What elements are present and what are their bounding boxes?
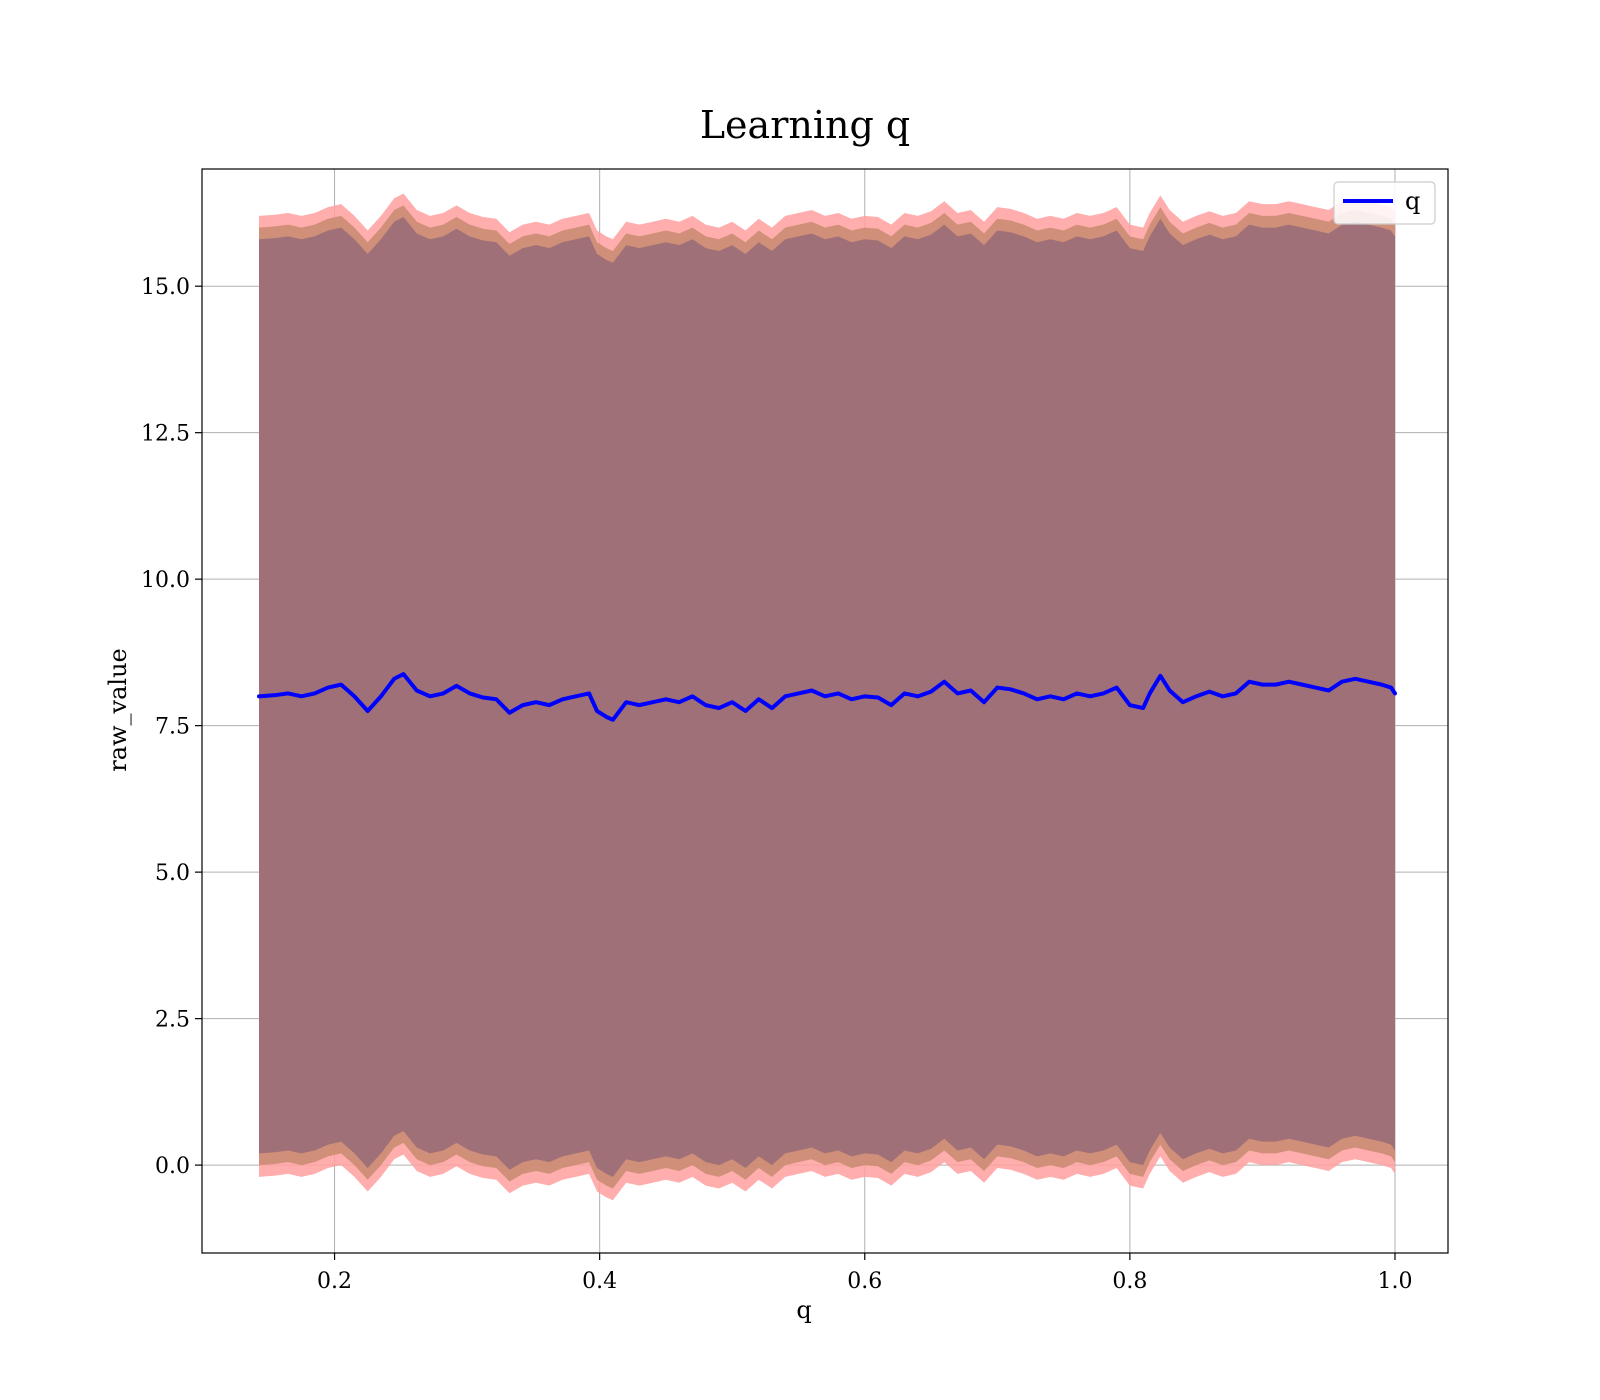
x-tick-label: 0.8 — [1112, 1269, 1147, 1294]
legend: q — [1333, 181, 1436, 225]
x-tick-label: 0.2 — [317, 1269, 352, 1294]
series-lines — [257, 672, 1397, 722]
x-tick-label: 1.0 — [1377, 1269, 1412, 1294]
y-tick-label: 10.0 — [141, 568, 190, 593]
y-axis-label: raw_value — [104, 648, 132, 772]
x-axis-label: q — [796, 1296, 811, 1324]
y-tick-label: 15.0 — [141, 275, 190, 300]
legend-entry-q: q — [1405, 187, 1420, 215]
y-tick-label: 12.5 — [141, 422, 190, 447]
series-line-q — [257, 672, 1397, 722]
y-tick-label: 0.0 — [155, 1154, 190, 1179]
axes — [195, 168, 1449, 1260]
x-tick-label: 0.4 — [582, 1269, 617, 1294]
y-tick-label: 2.5 — [155, 1008, 190, 1033]
x-tick-label: 0.6 — [847, 1269, 882, 1294]
plot-frame — [201, 168, 1449, 1254]
y-tick-label: 7.5 — [155, 715, 190, 740]
y-tick-label: 5.0 — [155, 861, 190, 886]
chart-title: Learning q — [700, 103, 910, 147]
tick-labels: 0.2 0.4 0.6 0.8 1.0 0.0 2.5 5.0 7.5 10.0 12.5 15.0 — [141, 275, 1412, 1294]
